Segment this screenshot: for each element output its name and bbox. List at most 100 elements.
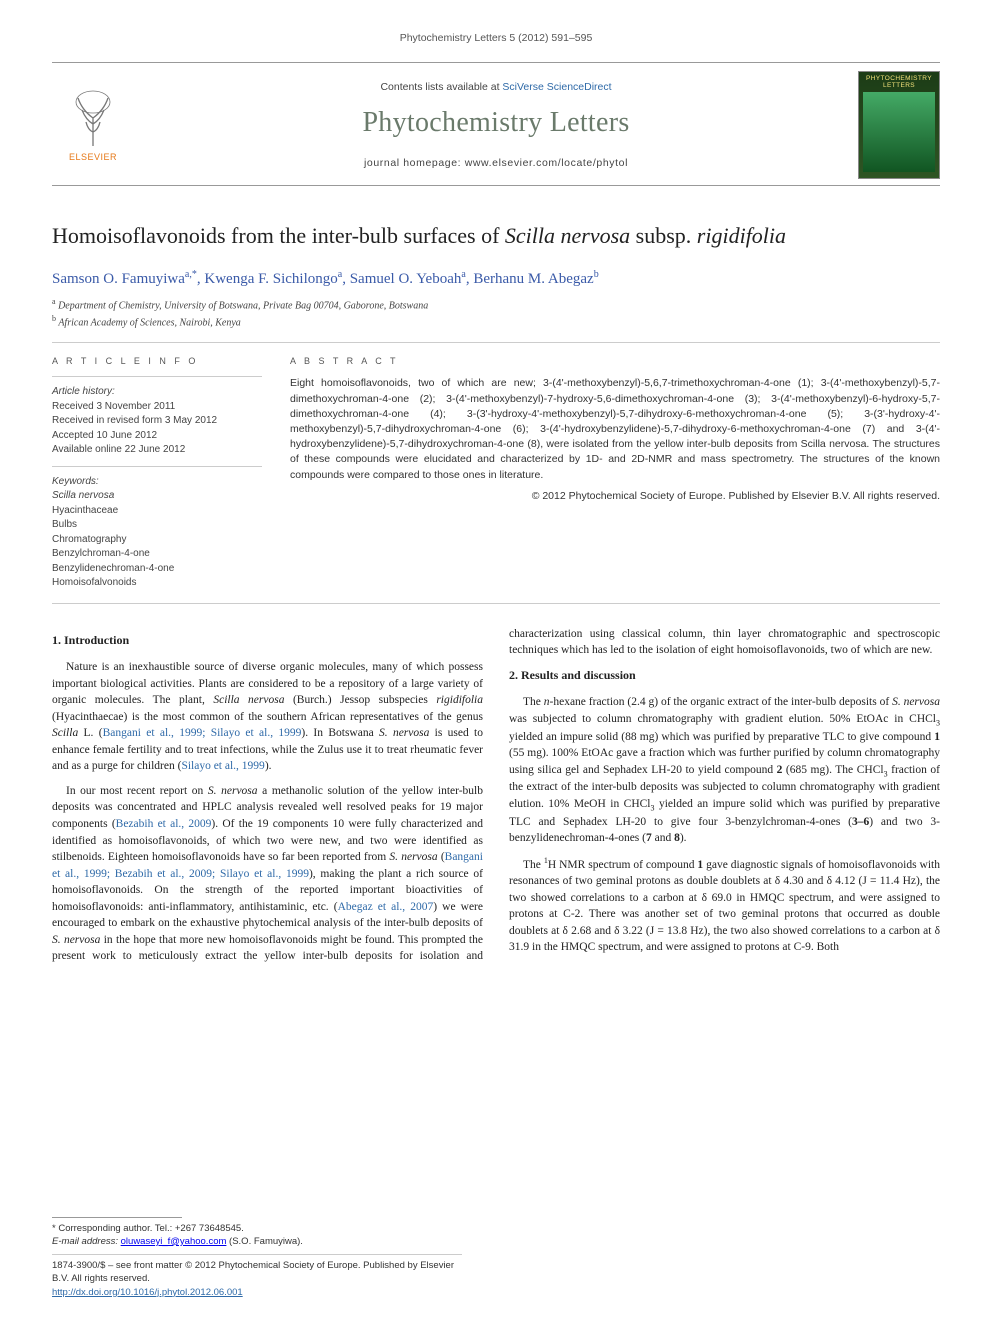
p1g: ). bbox=[265, 760, 272, 772]
publisher-logo-block: ELSEVIER bbox=[52, 88, 134, 162]
contents-available-line: Contents lists available at SciVerse Sci… bbox=[140, 81, 852, 93]
keyword-2: Hyacinthaceae bbox=[52, 504, 262, 519]
author-4: , Berhanu M. Abegazb bbox=[466, 271, 599, 287]
section-1-header: 1. Introduction bbox=[52, 632, 483, 649]
title-italic-2: rigidifolia bbox=[697, 223, 786, 248]
cite-link-3[interactable]: Bezabih et al., 2009 bbox=[116, 818, 212, 830]
author-4-name: , Berhanu M. Abegaz bbox=[466, 271, 594, 287]
journal-homepage-line: journal homepage: www.elsevier.com/locat… bbox=[140, 157, 852, 169]
sciencedirect-link[interactable]: SciVerse ScienceDirect bbox=[502, 81, 611, 93]
author-1: Samson O. Famuyiwaa,* bbox=[52, 271, 197, 287]
email-label: E-mail address: bbox=[52, 1236, 118, 1247]
keyword-5: Benzylchroman-4-one bbox=[52, 547, 262, 562]
p1i2: rigidifolia bbox=[436, 694, 483, 706]
history-line-4: Available online 22 June 2012 bbox=[52, 443, 262, 458]
footer-block: * Corresponding author. Tel.: +267 73648… bbox=[52, 1217, 462, 1299]
p3f: (685 mg). The CHCl bbox=[782, 764, 883, 776]
doi-link[interactable]: http://dx.doi.org/10.1016/j.phytol.2012.… bbox=[52, 1287, 243, 1298]
keyword-3: Bulbs bbox=[52, 518, 262, 533]
journal-title: Phytochemistry Letters bbox=[140, 107, 852, 139]
keyword-4: Chromatography bbox=[52, 533, 262, 548]
divider bbox=[52, 376, 262, 377]
p1c: (Hyacinthaecae) is the most common of th… bbox=[52, 711, 483, 723]
p1i1: Scilla nervosa bbox=[213, 694, 284, 706]
p2i1: S. nervosa bbox=[208, 785, 258, 797]
p1i4: S. nervosa bbox=[379, 727, 429, 739]
running-head: Phytochemistry Letters 5 (2012) 591–595 bbox=[52, 32, 940, 44]
affil-b-marker: b bbox=[52, 314, 56, 323]
author-2-name: , Kwenga F. Sichilongo bbox=[197, 271, 338, 287]
p1d: L. ( bbox=[78, 727, 102, 739]
p1e: ). In Botswana bbox=[301, 727, 379, 739]
contents-prefix: Contents lists available at bbox=[380, 81, 502, 93]
p4b: H NMR spectrum of compound bbox=[548, 859, 698, 871]
author-3-name: , Samuel O. Yeboah bbox=[342, 271, 461, 287]
author-1-affil-marker: a,* bbox=[185, 269, 197, 280]
article-info-block: A R T I C L E I N F O Article history: R… bbox=[52, 355, 262, 591]
p3d: yielded an impure solid (88 mg) which wa… bbox=[509, 731, 934, 743]
corresponding-author: * Corresponding author. Tel.: +267 73648… bbox=[52, 1222, 462, 1235]
p2d: ( bbox=[438, 851, 445, 863]
p3j: and bbox=[652, 832, 674, 844]
journal-masthead: ELSEVIER Contents lists available at Sci… bbox=[52, 62, 940, 186]
p3bold3: 3–6 bbox=[852, 816, 869, 828]
publisher-name: ELSEVIER bbox=[69, 152, 117, 162]
p3c: was subjected to column chromatography w… bbox=[509, 713, 936, 725]
keyword-1: Scilla nervosa bbox=[52, 489, 262, 504]
history-line-3: Accepted 10 June 2012 bbox=[52, 429, 262, 444]
p4a: The bbox=[523, 859, 544, 871]
abstract-block: A B S T R A C T Eight homoisoflavonoids,… bbox=[290, 355, 940, 591]
footnote-rule bbox=[52, 1217, 182, 1218]
affiliation-b: b African Academy of Sciences, Nairobi, … bbox=[52, 313, 940, 330]
p2i2: S. nervosa bbox=[389, 851, 437, 863]
section-2-header: 2. Results and discussion bbox=[509, 667, 940, 684]
cover-title: PHYTOCHEMISTRY LETTERS bbox=[861, 75, 937, 89]
keyword-7: Homoisofalvonoids bbox=[52, 576, 262, 591]
email-suffix: (S.O. Famuyiwa). bbox=[229, 1236, 303, 1247]
cite-link-2[interactable]: Silayo et al., 1999 bbox=[181, 760, 264, 772]
article-info-abstract-bar: A R T I C L E I N F O Article history: R… bbox=[52, 342, 940, 604]
issn-line: 1874-3900/$ – see front matter © 2012 Ph… bbox=[52, 1254, 462, 1286]
abstract-text: Eight homoisoflavonoids, two of which ar… bbox=[290, 376, 940, 483]
author-3: , Samuel O. Yeboaha bbox=[342, 271, 466, 287]
authors-line: Samson O. Famuyiwaa,*, Kwenga F. Sichilo… bbox=[52, 269, 940, 288]
p3bold1: 1 bbox=[934, 731, 940, 743]
article-history-header: Article history: bbox=[52, 385, 262, 400]
p3a: The bbox=[523, 696, 544, 708]
doi-line: http://dx.doi.org/10.1016/j.phytol.2012.… bbox=[52, 1286, 462, 1299]
elsevier-tree-icon bbox=[64, 88, 122, 150]
title-part1: Homoisoflavonoids from the inter-bulb su… bbox=[52, 223, 505, 248]
cite-link-5[interactable]: Abegaz et al., 2007 bbox=[338, 901, 434, 913]
affil-b-text: African Academy of Sciences, Nairobi, Ke… bbox=[58, 317, 240, 328]
author-1-name: Samson O. Famuyiwa bbox=[52, 271, 185, 287]
cite-link-1[interactable]: Bangani et al., 1999; Silayo et al., 199… bbox=[103, 727, 302, 739]
affil-a-text: Department of Chemistry, University of B… bbox=[58, 300, 428, 311]
email-line: E-mail address: oluwaseyi_f@yahoo.com (S… bbox=[52, 1235, 462, 1248]
intro-para-1: Nature is an inexhaustible source of div… bbox=[52, 659, 483, 775]
divider bbox=[52, 466, 262, 467]
homepage-prefix: journal homepage: bbox=[364, 157, 465, 169]
p3i2: S. nervosa bbox=[892, 696, 940, 708]
keywords-header: Keywords: bbox=[52, 475, 262, 490]
affil-a-marker: a bbox=[52, 297, 56, 306]
title-italic-1: Scilla nervosa bbox=[505, 223, 630, 248]
author-2: , Kwenga F. Sichilongoa bbox=[197, 271, 342, 287]
results-para-1: The n-hexane fraction (2.4 g) of the org… bbox=[509, 694, 940, 847]
journal-cover-thumb: PHYTOCHEMISTRY LETTERS bbox=[858, 71, 940, 179]
p3b: -hexane fraction (2.4 g) of the organic … bbox=[550, 696, 893, 708]
results-para-2: The 1H NMR spectrum of compound 1 gave d… bbox=[509, 855, 940, 956]
p1b: (Burch.) Jessop subspecies bbox=[284, 694, 436, 706]
p2i3: S. nervosa bbox=[52, 934, 100, 946]
abstract-header: A B S T R A C T bbox=[290, 355, 940, 368]
email-link[interactable]: oluwaseyi_f@yahoo.com bbox=[121, 1236, 227, 1247]
p1i3: Scilla bbox=[52, 727, 78, 739]
homepage-url: www.elsevier.com/locate/phytol bbox=[465, 157, 628, 169]
author-4-affil-marker: b bbox=[594, 269, 599, 280]
masthead-center: Contents lists available at SciVerse Sci… bbox=[134, 81, 858, 169]
affiliations: a Department of Chemistry, University of… bbox=[52, 296, 940, 331]
p4c: gave diagnostic signals of homoisoflavon… bbox=[509, 859, 940, 954]
p3sub1: 3 bbox=[936, 718, 940, 727]
article-body: 1. Introduction Nature is an inexhaustib… bbox=[52, 626, 940, 965]
affiliation-a: a Department of Chemistry, University of… bbox=[52, 296, 940, 313]
cover-image-icon bbox=[863, 92, 935, 172]
